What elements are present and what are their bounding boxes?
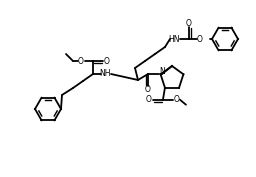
Text: O: O xyxy=(145,85,151,95)
Text: HN: HN xyxy=(168,35,180,44)
Text: O: O xyxy=(78,56,84,65)
Text: O: O xyxy=(146,95,152,104)
Text: N: N xyxy=(159,67,165,76)
Text: O: O xyxy=(186,19,192,27)
Text: NH: NH xyxy=(99,70,111,79)
Text: O: O xyxy=(174,95,180,104)
Text: O: O xyxy=(104,56,110,65)
Text: O: O xyxy=(197,35,203,44)
